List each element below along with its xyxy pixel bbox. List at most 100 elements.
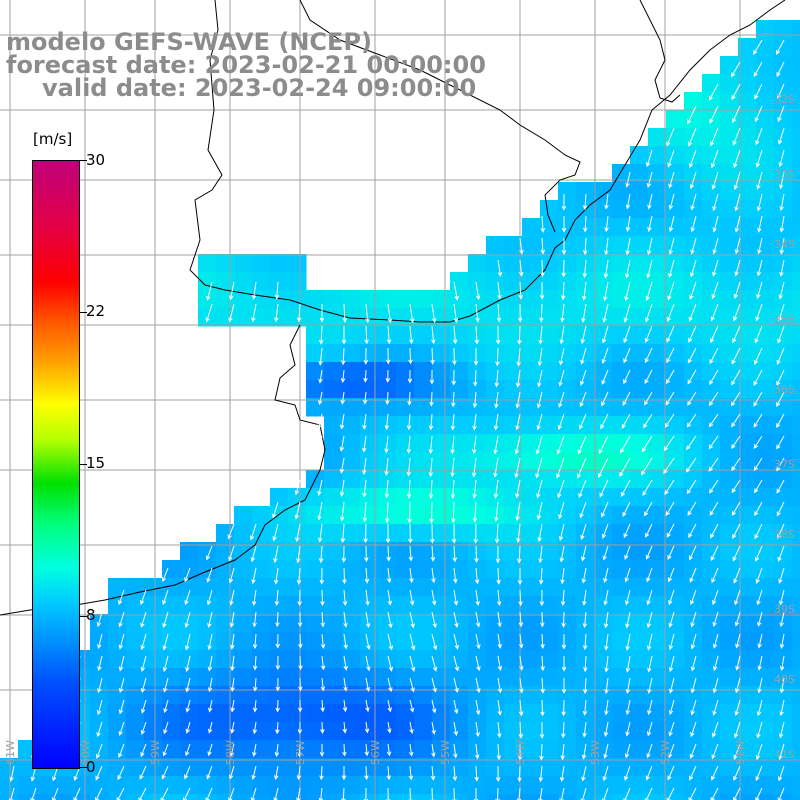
wind-speed-cell [576,686,595,705]
wind-arrow [579,413,587,430]
wind-arrow [518,589,523,607]
wind-arrow [497,259,503,277]
wind-speed-cell [630,254,649,273]
wind-speed-cell [630,200,649,219]
wind-speed-cell [774,218,793,237]
wind-speed-cell [522,326,541,345]
wind-speed-cell [414,290,433,309]
wind-arrow [582,699,588,716]
wind-arrow [318,347,323,366]
wind-speed-cell [558,398,577,417]
wind-speed-cell [774,344,793,363]
wind-speed-cell [504,740,523,759]
wind-arrow [686,435,697,451]
wind-speed-cell [648,524,667,543]
wind-speed-cell [522,290,541,309]
wind-speed-cell [486,452,505,471]
wind-arrow [647,215,653,233]
wind-speed-cell [738,218,757,237]
wind-speed-cell [756,380,775,399]
wind-speed-cell [504,542,523,561]
wind-arrow [775,39,785,55]
wind-arrow [689,567,697,583]
wind-arrow [494,391,499,409]
wind-speed-cell [504,416,523,435]
wind-speed-cell [648,596,667,615]
wind-speed-cell [468,668,487,687]
wind-arrow [685,457,697,473]
wind-speed-cell [342,344,361,363]
wind-arrow [709,501,719,516]
wind-speed-cell [450,722,469,741]
wind-arrow [644,391,653,406]
wind-arrow [732,545,741,562]
wind-speed-cell [432,398,451,417]
wind-speed-cell [360,452,379,471]
wind-arrow [560,589,566,607]
wind-speed-cell [360,506,379,525]
wind-speed-cell [252,614,271,633]
wind-speed-cell [288,254,307,273]
wind-speed-cell [594,632,613,651]
wind-arrow [711,281,719,300]
wind-speed-cell [288,776,307,795]
wind-arrow [688,325,697,343]
wind-speed-cell [396,380,415,399]
wind-speed-cell [738,686,757,705]
wind-arrow [666,325,675,343]
wind-speed-cell [630,470,649,489]
wind-speed-cell [432,578,451,597]
wind-speed-cell [396,560,415,579]
wind-arrow [647,655,653,673]
wind-speed-cell [720,524,739,543]
wind-speed-cell [450,614,469,633]
wind-speed-cell [774,596,793,615]
wind-arrow [561,633,567,650]
wind-speed-cell [738,632,757,651]
wind-speed-cell [648,452,667,471]
wind-speed-cell [414,722,433,741]
wind-arrow [664,413,675,428]
wind-speed-cell [774,56,793,75]
wind-arrow [688,303,697,322]
wind-speed-cell [306,686,325,705]
wind-speed-cell [540,272,559,291]
wind-speed-cell [306,344,325,363]
wind-speed-cell [468,452,487,471]
wind-arrow [364,567,370,584]
wind-speed-cell [36,776,55,795]
wind-speed-cell [324,326,343,345]
wind-arrow [387,303,393,324]
wind-speed-cell [702,578,721,597]
wind-speed-cell [774,20,793,39]
wind-speed-cell [666,380,685,399]
wind-speed-cell [594,704,613,723]
wind-arrow [364,325,369,345]
wind-arrow [754,347,763,366]
wind-speed-cell [432,506,451,525]
wind-speed-cell [432,488,451,507]
wind-speed-cell [306,794,325,800]
wind-arrow [643,413,653,429]
wind-speed-cell [342,326,361,345]
wind-arrow [686,413,697,428]
wind-speed-cell [0,776,19,795]
wind-arrow [296,545,301,564]
wind-arrow [206,281,213,301]
wind-arrow [711,765,719,781]
wind-arrow [475,611,481,628]
wind-arrow [539,589,545,607]
wind-arrow [602,545,609,561]
latitude-label: 39S [774,603,795,616]
wind-speed-cell [594,758,613,777]
wind-arrow [776,457,785,472]
wind-speed-cell [342,416,361,435]
wind-speed-cell [504,362,523,381]
wind-speed-cell [342,758,361,777]
wind-speed-cell [414,344,433,363]
wind-speed-cell [792,524,800,543]
wind-speed-cell [792,704,800,723]
wind-speed-cell [738,758,757,777]
wind-speed-cell [450,434,469,453]
wind-speed-cell [612,794,631,800]
